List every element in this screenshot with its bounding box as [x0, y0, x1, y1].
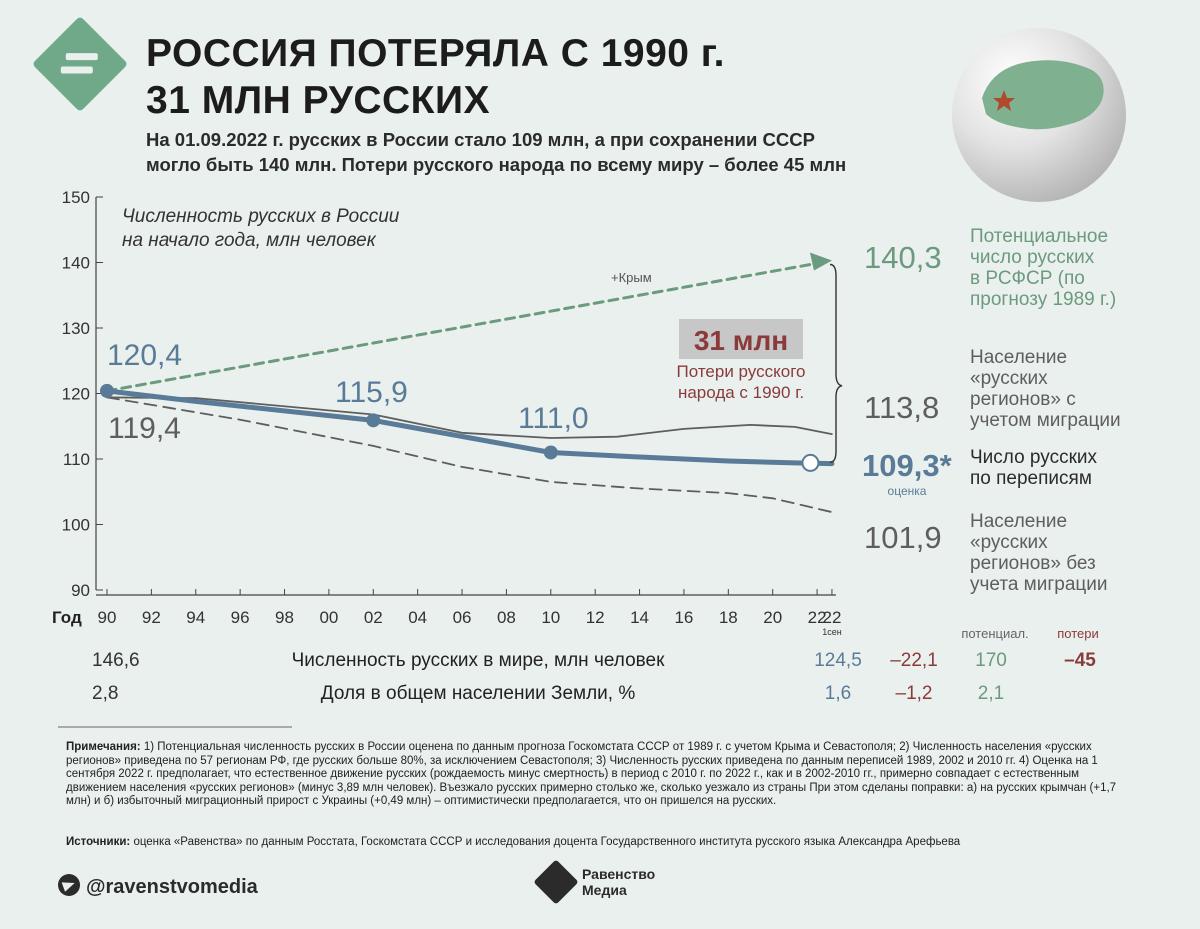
y-tick-label: 90	[71, 581, 90, 600]
label-2010: 111,0	[518, 402, 589, 435]
line-chart: 150 140 130 120 110 100 90 Год 90 92 94 96 98 00 02 04…	[52, 188, 1121, 728]
table-row-start: 146,6	[92, 650, 140, 671]
table-row-potential: 170	[975, 650, 1007, 671]
legend-regions-migration-line: учетом миграции	[970, 410, 1121, 431]
legend-census-line: по переписям	[970, 468, 1092, 489]
x-tick-label: 16	[674, 608, 693, 627]
x-tick-label: 18	[719, 608, 738, 627]
x-tick-label: 96	[231, 608, 250, 627]
potential-arrow-head	[809, 252, 832, 271]
table-header-losses: потери	[1057, 626, 1099, 641]
handle-text: @ravenstvomedia	[86, 876, 258, 898]
legend-regions-no-migration-line: регионов» без	[970, 553, 1096, 574]
legend-regions-migration-line: «русских	[970, 368, 1048, 389]
legend-potential-line: число русских	[970, 247, 1095, 268]
telegram-icon	[58, 874, 80, 896]
x-tick-label: 06	[453, 608, 472, 627]
table-header-potential: потенциал.	[961, 626, 1028, 641]
sources-block: Источники: оценка «Равенства» по данным …	[66, 836, 1141, 848]
table-row-end: 124,5	[814, 650, 862, 671]
loss-caption-line1: Потери русского	[677, 362, 806, 381]
loss-bracket	[829, 263, 843, 463]
x-axis-label: Год	[52, 608, 82, 627]
label-2002: 115,9	[335, 376, 408, 409]
end-value-census-note: оценка	[888, 484, 927, 498]
notes-block: Примечания: 1) Потенциальная численность…	[66, 741, 1141, 809]
x-tick-label: 04	[408, 608, 427, 627]
russia-globe-icon	[952, 28, 1126, 202]
table-row-losses: –45	[1064, 650, 1096, 671]
y-tick-label: 130	[62, 319, 90, 338]
legend-potential-line: прогнозу 1989 г.)	[970, 289, 1116, 310]
series-line-potential	[105, 263, 812, 393]
sources-text: оценка «Равенства» по данным Росстата, Г…	[133, 836, 961, 848]
table-row-start: 2,8	[92, 683, 118, 704]
y-tick-label: 140	[62, 254, 90, 273]
x-tick-label: 94	[186, 608, 205, 627]
label-1990-census: 120,4	[107, 339, 182, 372]
legend-regions-migration-line: регионов» с	[970, 389, 1076, 410]
x-tick-label: 98	[275, 608, 294, 627]
legend-census-line: Число русских	[970, 447, 1097, 468]
end-value-potential: 140,3	[864, 240, 942, 275]
legend-regions-no-migration-line: «русских	[970, 532, 1048, 553]
y-tick-label: 150	[62, 188, 90, 207]
census-point	[100, 383, 114, 398]
table-row-change: –22,1	[890, 650, 938, 671]
table-row-change: –1,2	[896, 683, 933, 704]
label-1990-regions: 119,4	[108, 412, 181, 445]
series-line-regions_no_migration	[106, 396, 833, 513]
notes-heading: Примечания:	[66, 741, 141, 753]
legend-regions-migration-line: Население	[970, 347, 1067, 368]
legend-regions-no-migration-line: Население	[970, 511, 1067, 532]
x-tick-sublabel: 1сен	[822, 627, 842, 637]
page-subtitle: На 01.09.2022 г. русских в России стало …	[146, 129, 847, 175]
table-row-label: Доля в общем населении Земли, %	[321, 683, 636, 704]
estimate-point	[801, 453, 820, 472]
table-row-potential: 2,1	[978, 683, 1004, 704]
x-tick-label: 00	[319, 608, 338, 627]
table-row-label: Численность русских в мире, млн человек	[292, 650, 666, 671]
census-point	[366, 413, 381, 428]
brand-line2: Медиа	[582, 882, 627, 898]
notes-text: 1) Потенциальная численность русских в Р…	[66, 741, 1117, 808]
end-value-regions-migration: 113,8	[864, 390, 939, 425]
loss-value: 31 млн	[694, 325, 788, 356]
ravenstvo-mark-icon	[533, 859, 579, 905]
x-tick-label: 02	[364, 608, 383, 627]
end-value-regions-no-migration: 101,9	[864, 520, 942, 555]
legend-potential-line: Потенциальное	[970, 226, 1108, 247]
x-tick-label: 10	[541, 608, 560, 627]
series-line-regions_migration	[106, 396, 833, 439]
sources-heading: Источники:	[66, 836, 131, 848]
legend-potential-line: в РСФСР (по	[970, 268, 1085, 289]
legend-regions-no-migration-line: учета миграции	[970, 574, 1108, 595]
loss-caption-line2: народа с 1990 г.	[678, 383, 804, 402]
x-tick-label: 12	[586, 608, 605, 627]
y-tick-label: 100	[62, 516, 90, 535]
table-row-end: 1,6	[825, 683, 851, 704]
x-tick-label: 22	[808, 608, 827, 627]
brand-line1: Равенство	[582, 866, 656, 882]
loss-box	[679, 319, 803, 359]
chart-title: Численность русских в России на начало г…	[122, 206, 400, 251]
end-value-census: 109,3*	[862, 448, 953, 483]
crimea-note: +Крым	[611, 270, 652, 285]
x-tick-label: 92	[142, 608, 161, 627]
series-line-census	[104, 388, 835, 467]
y-tick-label: 110	[63, 450, 90, 469]
x-tick-label: 14	[630, 608, 649, 627]
page-title: РОССИЯ ПОТЕРЯЛА С 1990 г. 31 МЛН РУССКИХ	[146, 32, 725, 122]
x-tick-label: 22	[822, 608, 841, 627]
y-tick-label: 120	[62, 385, 90, 404]
x-tick-label: 90	[98, 608, 117, 627]
x-tick-label: 08	[497, 608, 516, 627]
telegram-handle[interactable]: @ravenstvomedia	[58, 874, 258, 899]
x-tick-label: 20	[763, 608, 782, 627]
census-point	[543, 445, 558, 460]
